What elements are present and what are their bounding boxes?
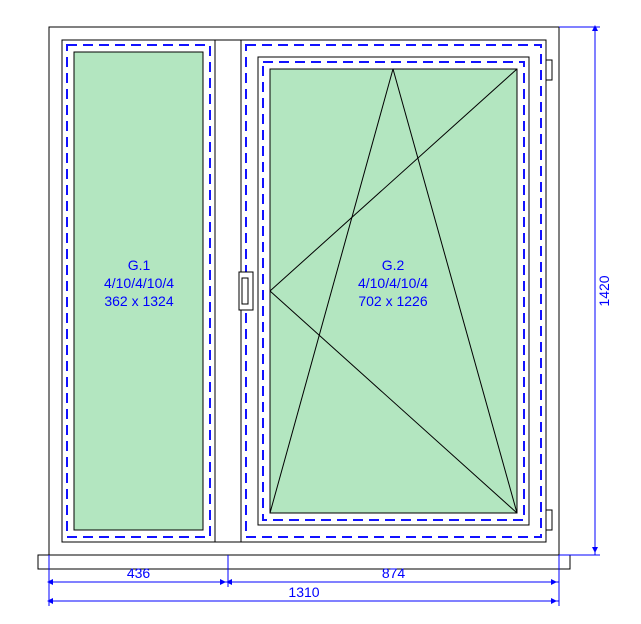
dim-bottom-left-value: 436 — [127, 565, 151, 581]
left-glass — [74, 52, 203, 530]
mullion — [215, 40, 241, 542]
window-technical-drawing: G.1 4/10/4/10/4 362 x 1324 G.2 4/10/4/10/4 70… — [0, 0, 641, 624]
hinge-1 — [546, 510, 552, 530]
hinge-0 — [546, 60, 552, 80]
right-pane-glazing: 4/10/4/10/4 — [358, 275, 428, 291]
handle-lever — [242, 278, 248, 304]
dim-bottom-right-value: 874 — [382, 565, 406, 581]
window-sill — [38, 555, 570, 569]
left-pane-glazing: 4/10/4/10/4 — [104, 275, 174, 291]
left-pane-id: G.1 — [128, 257, 151, 273]
right-pane-id: G.2 — [382, 257, 405, 273]
right-glass — [270, 69, 517, 513]
dim-right-total-value: 1420 — [596, 275, 612, 306]
dim-bottom-total-value: 1310 — [288, 584, 319, 600]
left-pane-size: 362 x 1324 — [104, 293, 173, 309]
right-pane-size: 702 x 1226 — [358, 293, 427, 309]
